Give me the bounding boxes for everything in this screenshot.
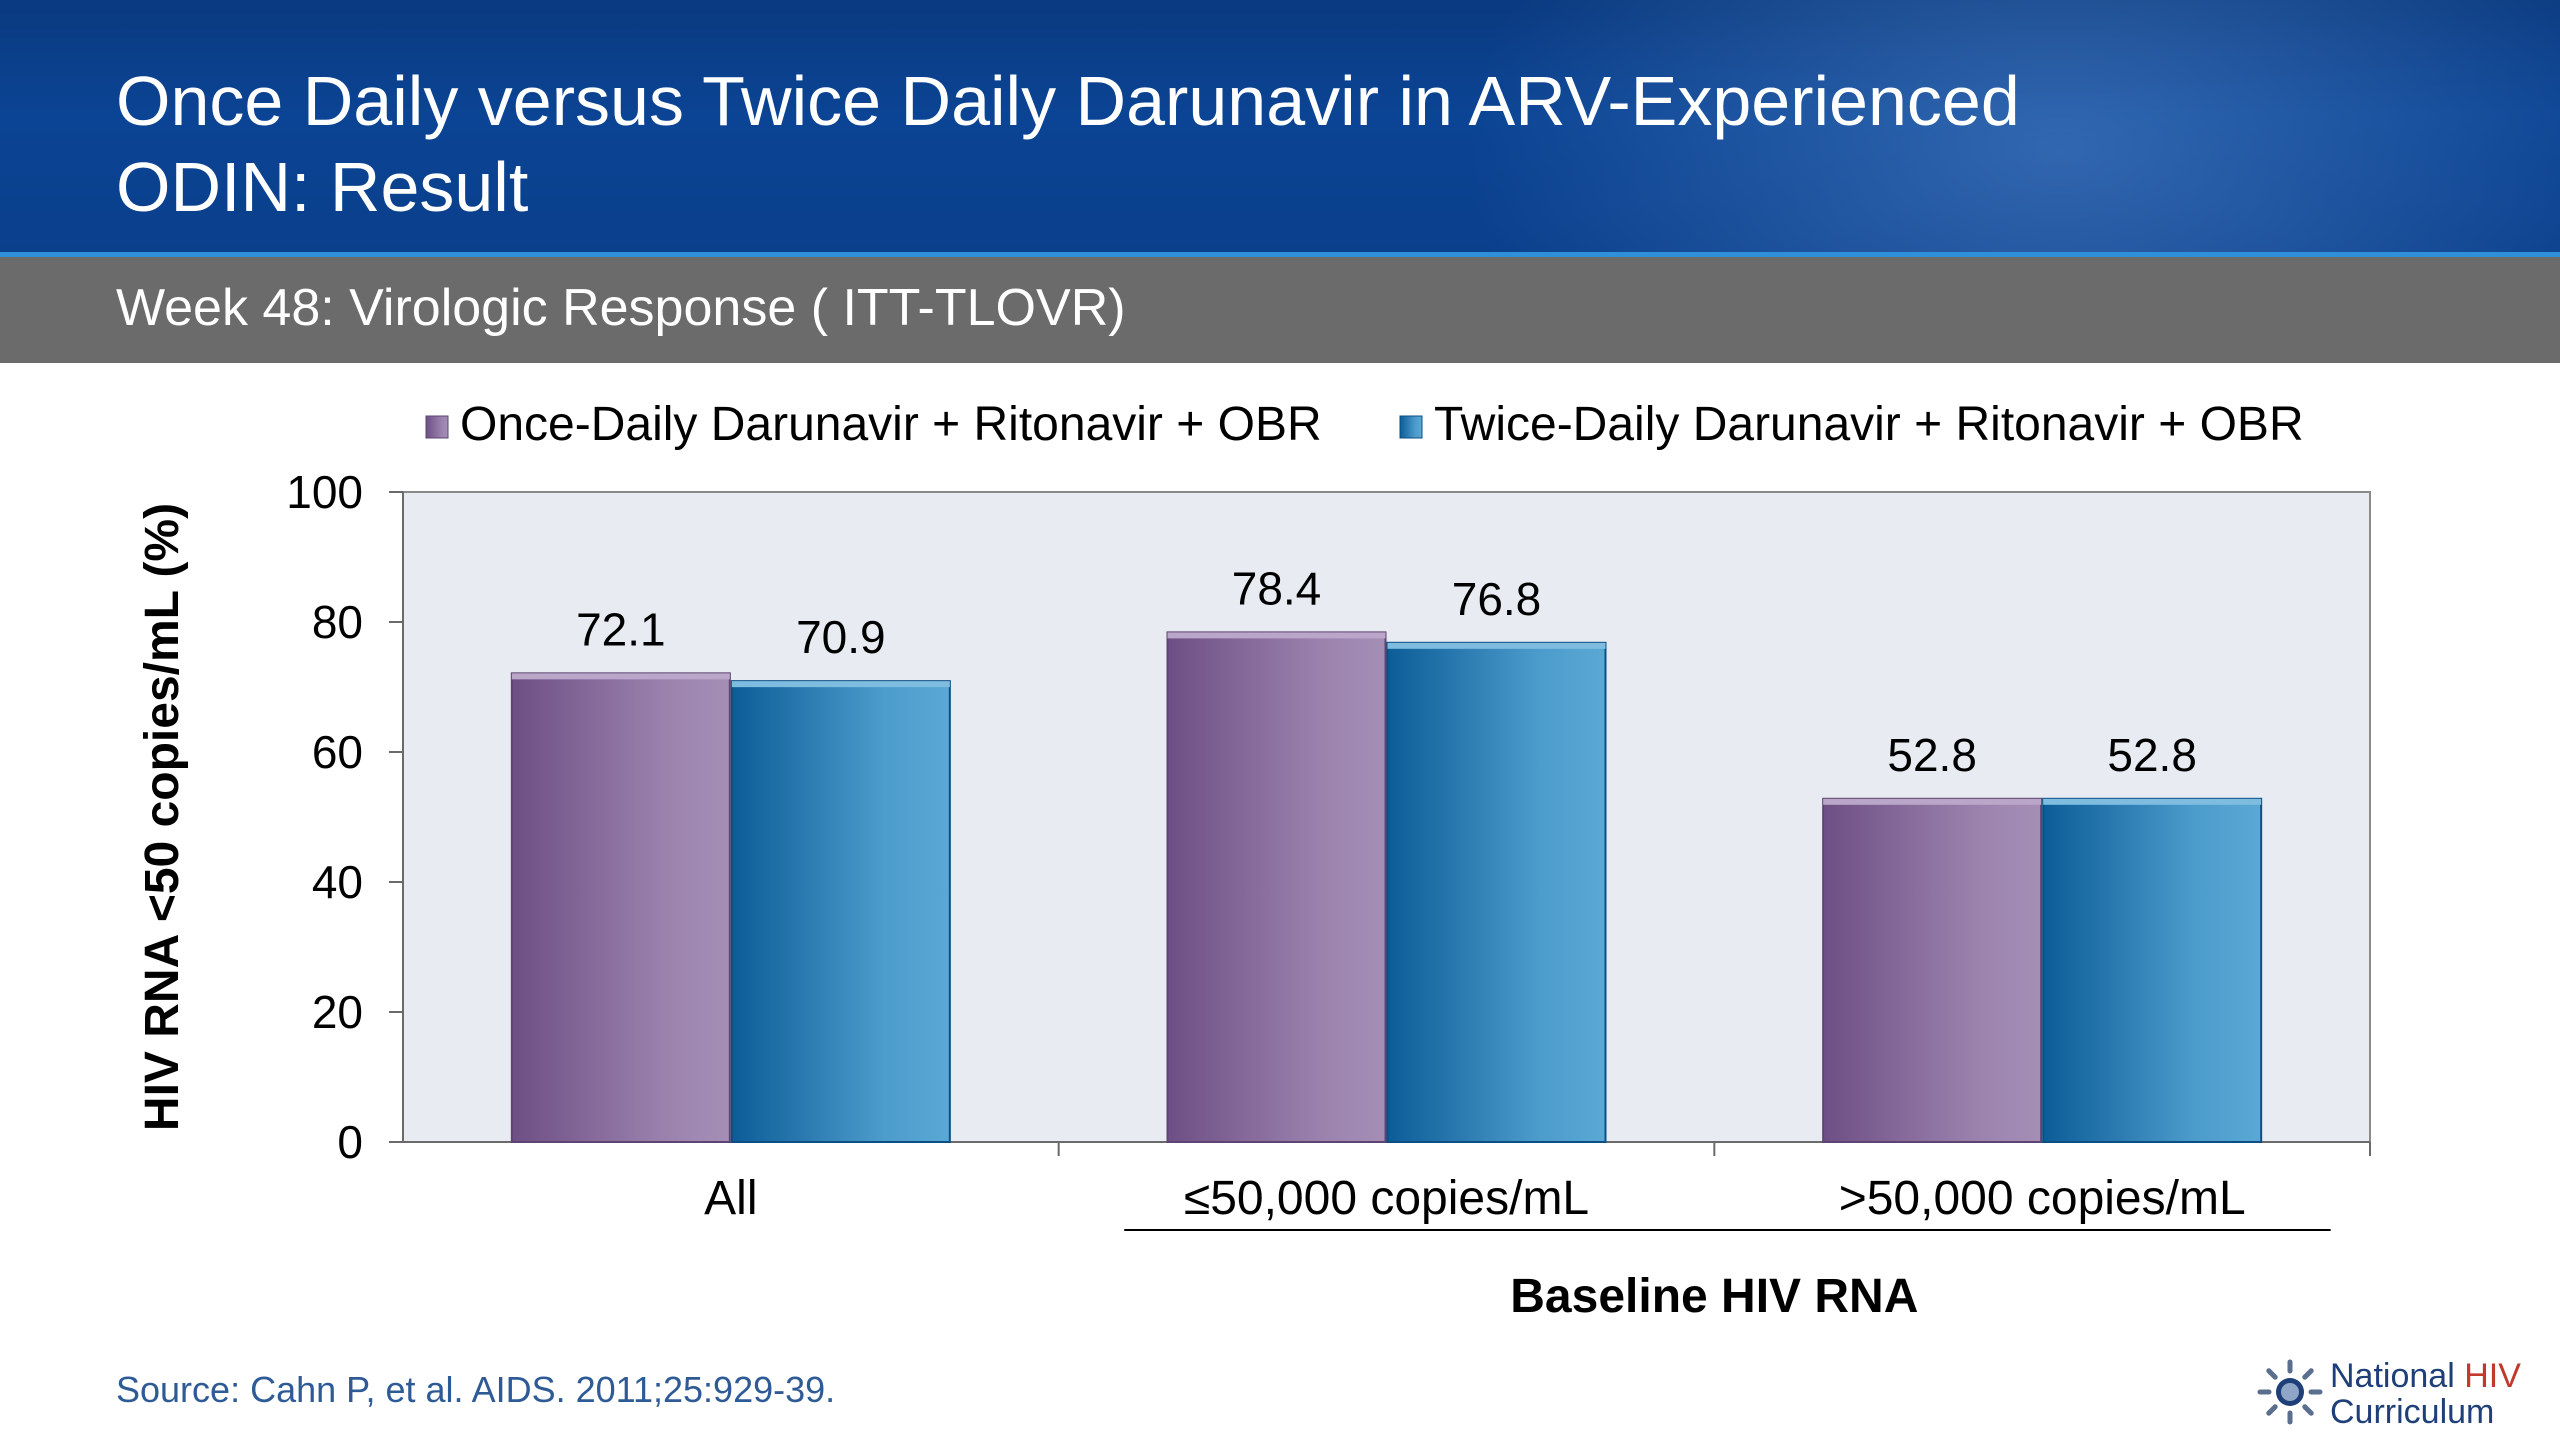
data-label: 78.4	[1232, 562, 1322, 614]
group-axis-title: Baseline HIV RNA	[1510, 1270, 1918, 1323]
legend-swatch	[425, 415, 449, 439]
y-tick-label: 100	[286, 466, 363, 518]
logo-text: National HIV Curriculum	[2330, 1358, 2521, 1430]
national-hiv-curriculum-logo: National HIV Curriculum	[2250, 1352, 2550, 1432]
bar	[2042, 797, 2263, 1143]
y-tick-label: 40	[312, 856, 363, 908]
y-tick-label: 0	[337, 1116, 363, 1168]
legend-label: Twice-Daily Darunavir + Ritonavir + OBR	[1434, 398, 2304, 451]
y-tick-label: 80	[312, 596, 363, 648]
bar-top-highlight	[2043, 798, 2262, 805]
bar-top-highlight	[1823, 798, 2042, 805]
slide-title-line-1: Once Daily versus Twice Daily Darunavir …	[116, 62, 2020, 140]
bar	[1822, 797, 2043, 1143]
title-banner	[0, 0, 2560, 256]
title-divider	[0, 252, 2560, 257]
bar-top-highlight	[1387, 642, 1606, 649]
logo-text-hiv: HIV	[2464, 1357, 2521, 1395]
y-tick-label: 20	[312, 986, 363, 1038]
source-citation: Source: Cahn P, et al. AIDS. 2011;25:929…	[116, 1369, 836, 1410]
x-tick-label: >50,000 copies/mL	[1839, 1172, 2246, 1225]
gear-sun-icon	[2257, 1359, 2323, 1425]
subtitle-banner	[0, 257, 2560, 363]
slide-title: Once Daily versus Twice Daily Darunavir …	[116, 58, 2416, 230]
y-tick-label: 60	[312, 726, 363, 778]
data-label: 72.1	[576, 603, 666, 655]
logo-text-national: National	[2330, 1357, 2465, 1395]
bar-top-highlight	[1167, 632, 1386, 639]
data-label: 52.8	[1887, 729, 1977, 781]
x-tick-label: ≤50,000 copies/mL	[1184, 1172, 1589, 1225]
slide-title-line-2: ODIN: Result	[116, 148, 529, 226]
bar-top-highlight	[731, 681, 950, 688]
bar-top-highlight	[511, 673, 730, 680]
bar	[730, 680, 951, 1144]
bar	[1166, 631, 1387, 1144]
bar	[1386, 641, 1607, 1143]
logo-text-curriculum: Curriculum	[2330, 1393, 2495, 1431]
data-label: 70.9	[796, 611, 886, 663]
data-label: 52.8	[2107, 729, 2197, 781]
data-label: 76.8	[1452, 573, 1542, 625]
legend-swatch	[1399, 415, 1423, 439]
y-axis-title: HIV RNA <50 copies/mL (%)	[136, 503, 189, 1131]
legend-label: Once-Daily Darunavir + Ritonavir + OBR	[460, 398, 1322, 451]
slide-subtitle: Week 48: Virologic Response ( ITT-TLOVR)	[116, 279, 1126, 337]
bar	[510, 672, 731, 1143]
x-tick-label: All	[704, 1172, 757, 1225]
